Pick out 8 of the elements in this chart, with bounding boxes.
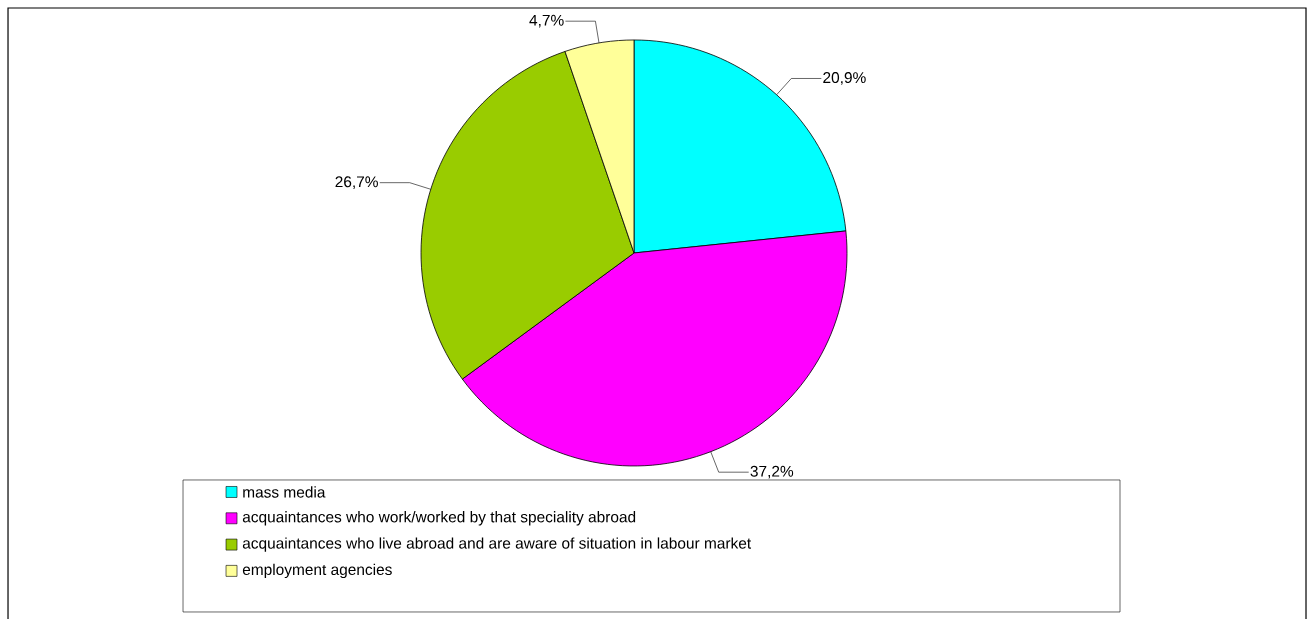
legend-label: acquaintances who work/worked by that speciality abroad xyxy=(242,511,636,526)
legend-label: employment agencies xyxy=(242,563,392,579)
data-label: 26,7% xyxy=(335,176,378,190)
data-label: 20,9% xyxy=(823,72,866,85)
legend-label: acquaintances who live abroad and are aware of situation in labour market xyxy=(242,537,752,552)
legend-label: mass media xyxy=(243,486,326,498)
data-label: 4,7% xyxy=(529,14,564,28)
data-label: 37,2% xyxy=(750,465,794,479)
